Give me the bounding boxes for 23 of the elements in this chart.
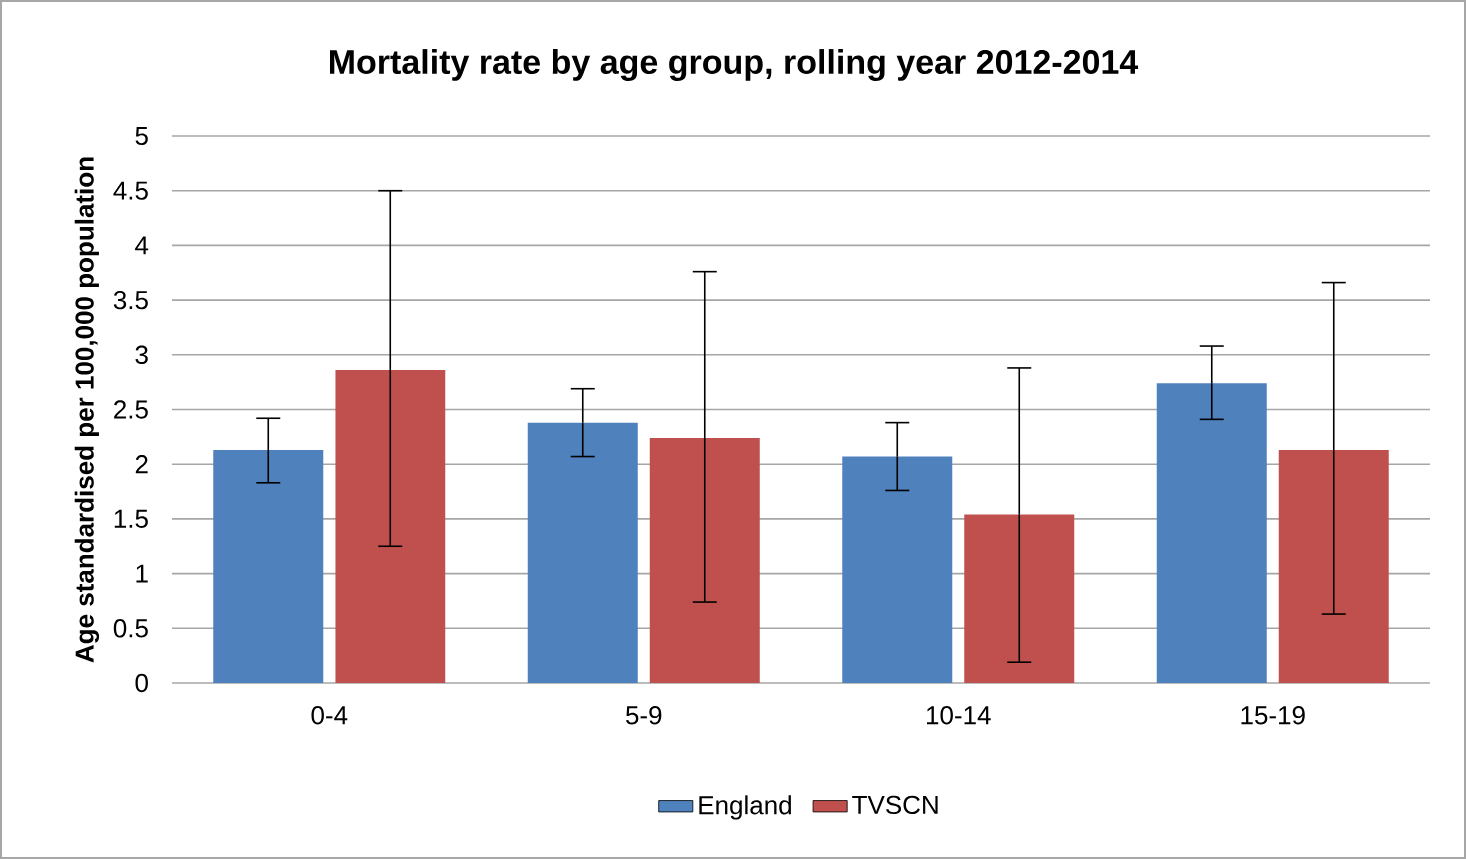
x-tick-label: 5-9 bbox=[626, 706, 662, 725]
bar bbox=[527, 422, 638, 684]
x-tick-label: 15-19 bbox=[1241, 706, 1305, 725]
y-tick-label: 5 bbox=[135, 126, 148, 146]
chart-title: Mortality rate by age group, rolling year 2012-2014 bbox=[329, 49, 1139, 81]
y-tick-label: 0 bbox=[135, 673, 148, 693]
y-tick-label: 1.5 bbox=[114, 509, 148, 528]
legend-label: TVSCN bbox=[852, 795, 938, 815]
y-tick-label: 1 bbox=[136, 564, 148, 583]
y-tick-label: 4 bbox=[135, 236, 149, 255]
y-tick-label: 3 bbox=[135, 345, 148, 364]
bar bbox=[1156, 383, 1267, 684]
y-tick-label: 3.5 bbox=[113, 290, 148, 310]
y-tick-label: 4.5 bbox=[113, 181, 148, 200]
y-tick-label: 2.5 bbox=[114, 400, 148, 419]
bar bbox=[842, 456, 953, 684]
x-tick-label: 0-4 bbox=[311, 706, 348, 725]
y-axis-title: Age standardised per 100,000 population bbox=[74, 157, 100, 663]
y-tick-label: 2 bbox=[135, 455, 148, 474]
legend-label: England bbox=[699, 795, 791, 820]
x-tick-label: 10-14 bbox=[926, 706, 991, 725]
y-tick-label: 0.5 bbox=[113, 619, 148, 638]
bar bbox=[213, 449, 324, 684]
